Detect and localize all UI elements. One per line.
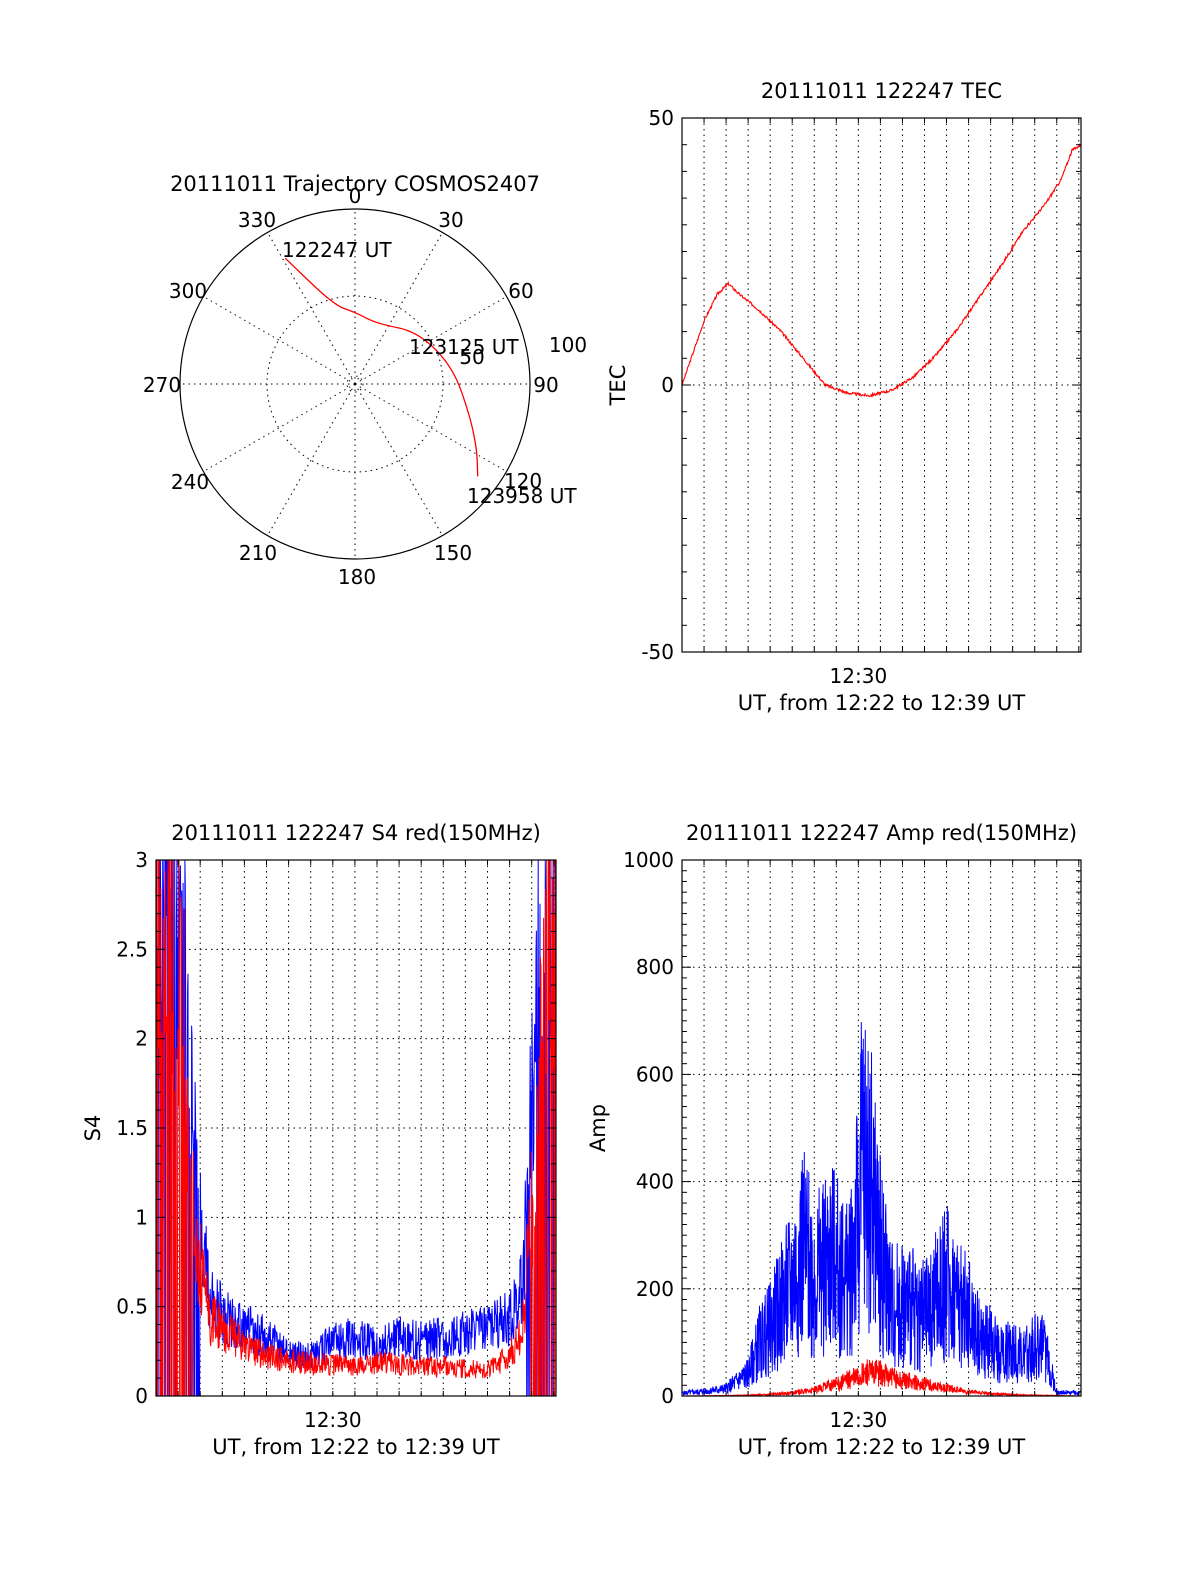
polar-ring-label: 100 xyxy=(549,333,587,357)
x-tick-label: 12:30 xyxy=(830,664,888,688)
y-tick-label: 200 xyxy=(636,1277,674,1301)
y-tick-label: 0 xyxy=(661,373,674,397)
polar-ring-label: 50 xyxy=(459,345,484,369)
tec-series-line xyxy=(681,143,1081,398)
y-tick-label: 3 xyxy=(135,848,148,872)
y-tick-label: 0 xyxy=(661,1384,674,1408)
y-tick-label: 0 xyxy=(135,1384,148,1408)
polar-spoke xyxy=(267,383,356,536)
polar-angle-label: 120 xyxy=(504,469,542,493)
y-tick-label: 400 xyxy=(636,1170,674,1194)
y-tick-label: -50 xyxy=(641,640,674,664)
y-tick-label: 2 xyxy=(135,1027,148,1051)
s4-plot: 20111011 122247 S4 red(150MHz) 0 0.5 1 1.5 2 2… xyxy=(81,821,557,1459)
polar-angle-label: 240 xyxy=(171,470,209,494)
polar-outer-circle xyxy=(179,208,531,560)
polar-ring xyxy=(346,375,364,393)
polar-ring xyxy=(266,295,444,473)
y-tick-label: 2.5 xyxy=(116,937,148,961)
polar-angle-label: 270 xyxy=(143,373,181,397)
x-axis-label: UT, from 12:22 to 12:39 UT xyxy=(212,1435,500,1459)
x-axis-label: UT, from 12:22 to 12:39 UT xyxy=(738,1435,1026,1459)
y-tick-label: 1000 xyxy=(623,848,674,872)
trajectory-time-label: 123125 UT xyxy=(409,335,519,359)
amp-title: 20111011 122247 Amp red(150MHz) xyxy=(686,821,1077,845)
polar-angle-label: 150 xyxy=(434,541,472,565)
trajectory-time-label: 123958 UT xyxy=(467,484,577,508)
s4-series-line xyxy=(156,859,556,1397)
y-tick-label: 0.5 xyxy=(116,1295,148,1319)
polar-angle-label: 90 xyxy=(533,373,558,397)
y-axis-label: S4 xyxy=(81,1115,105,1142)
s4-title: 20111011 122247 S4 red(150MHz) xyxy=(171,821,541,845)
polar-spoke xyxy=(203,383,356,472)
trajectory-time-label: 122247 UT xyxy=(282,238,392,262)
tec-plot: 20111011 122247 TEC -50 0 50 12:30 UT, from 1… xyxy=(606,79,1082,715)
tec-title: 20111011 122247 TEC xyxy=(761,79,1002,103)
y-tick-label: 600 xyxy=(636,1062,674,1086)
polar-title: 20111011 Trajectory COSMOS2407 xyxy=(170,172,540,196)
polar-spoke xyxy=(354,383,443,536)
polar-angle-label: 60 xyxy=(508,279,533,303)
polar-angle-label: 180 xyxy=(338,565,376,589)
trajectory-line xyxy=(284,257,479,477)
polar-angle-label: 210 xyxy=(239,541,277,565)
x-axis-label: UT, from 12:22 to 12:39 UT xyxy=(738,691,1026,715)
y-tick-label: 50 xyxy=(649,106,674,130)
x-tick-label: 12:30 xyxy=(830,1408,888,1432)
polar-angle-label: 330 xyxy=(238,208,276,232)
y-tick-label: 1.5 xyxy=(116,1116,148,1140)
y-axis-label: TEC xyxy=(606,365,630,407)
polar-angle-label: 0 xyxy=(349,184,362,208)
amp-series-line xyxy=(681,1022,1082,1397)
y-tick-label: 1 xyxy=(135,1205,148,1229)
polar-spoke xyxy=(354,383,507,472)
amp-plot: 20111011 122247 Amp red(150MHz) 0 200 400 60… xyxy=(586,821,1082,1459)
polar-angle-label: 30 xyxy=(438,208,463,232)
x-tick-label: 12:30 xyxy=(304,1408,362,1432)
polar-spoke xyxy=(203,296,356,385)
y-axis-label: Amp xyxy=(586,1104,610,1152)
polar-angle-label: 300 xyxy=(169,279,207,303)
amp-frame xyxy=(681,859,1082,1397)
y-tick-label: 800 xyxy=(636,955,674,979)
